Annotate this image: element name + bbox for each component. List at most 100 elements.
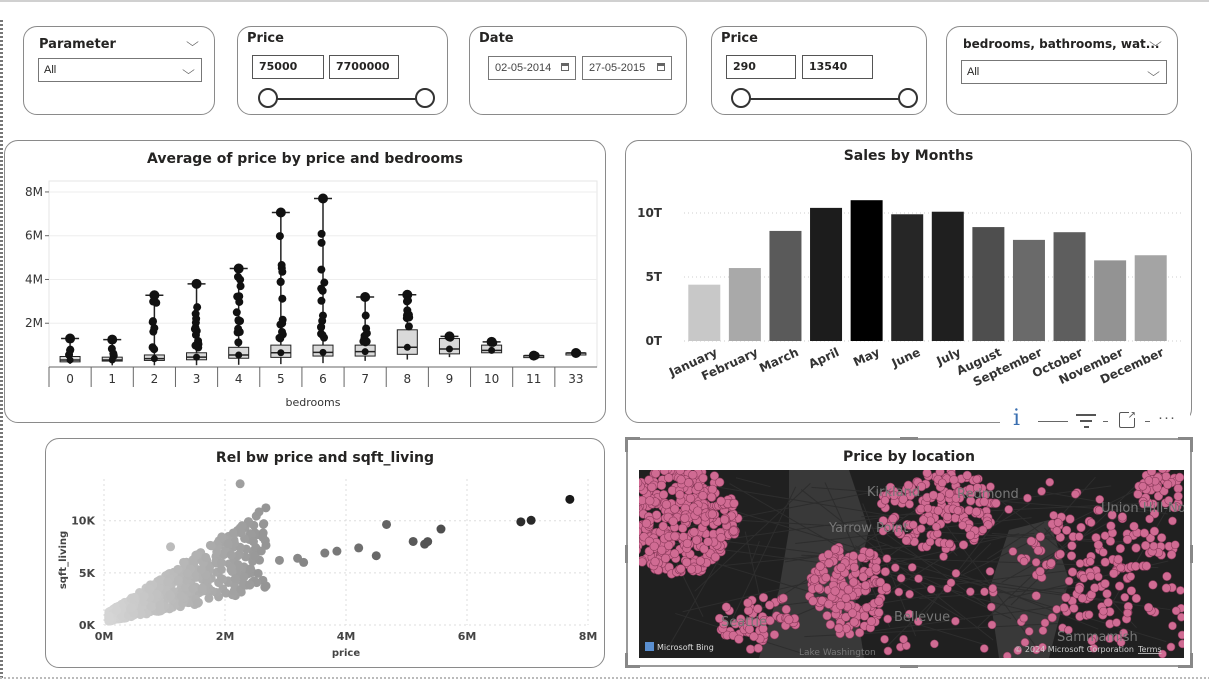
price-max-input[interactable]: 7700000 — [329, 55, 399, 79]
focus-mode-icon[interactable]: ↗ — [1119, 410, 1137, 428]
map-copyright: © 2024 Microsoft Corporation — [1014, 645, 1134, 654]
price-location-point — [939, 552, 948, 561]
price-location-point — [1055, 549, 1065, 559]
price-location-point — [639, 504, 641, 511]
price-location-point — [978, 525, 988, 535]
price-location-point — [1019, 557, 1029, 566]
date-start-input[interactable]: 02-05-2014 — [488, 56, 576, 80]
price-location-point — [1169, 502, 1179, 513]
price-location-point — [991, 498, 1001, 508]
price-location-point — [1131, 593, 1141, 604]
price-location-point — [1084, 610, 1094, 619]
outlier-point — [405, 313, 414, 322]
scatter-point — [243, 517, 253, 527]
filter-icon[interactable] — [1076, 412, 1096, 428]
outlier-point — [66, 346, 75, 355]
scatter-card[interactable]: Rel bw price and sqft_living 0M 2M 4M 6M 8M 0… — [45, 438, 605, 668]
bar — [1012, 239, 1045, 341]
scatter-point — [382, 519, 392, 529]
scatter-point — [104, 611, 114, 621]
resize-handle[interactable] — [900, 665, 918, 668]
scatter-point — [516, 517, 526, 527]
date-end-input[interactable]: 27-05-2015 — [582, 56, 672, 80]
resize-handle[interactable] — [1178, 653, 1193, 668]
price-location-point — [843, 585, 853, 595]
more-options-icon[interactable]: ··· — [1158, 409, 1176, 426]
price-location-point — [933, 505, 943, 516]
resize-handle[interactable] — [625, 653, 640, 668]
parameter-dropdown[interactable]: All ⌵ — [38, 58, 202, 82]
chevron-down-icon[interactable]: ⌵ — [186, 35, 199, 49]
resize-handle[interactable] — [625, 437, 640, 452]
road-line — [735, 477, 771, 488]
scatter-point — [408, 536, 418, 546]
price2-slider-track — [740, 98, 910, 100]
road-line — [1046, 491, 1168, 515]
price-location-point — [703, 537, 713, 547]
price-location-point — [966, 496, 976, 506]
scatter-point — [320, 548, 330, 558]
x-tick-label: 2 — [151, 372, 159, 386]
map-area[interactable]: Kirkland Redmond Yarrow Point Union Hill-No… — [639, 470, 1184, 658]
road-line — [720, 532, 1035, 567]
price-location-point — [874, 596, 884, 606]
price-location-point — [1038, 642, 1047, 652]
price-location-point — [922, 470, 932, 478]
price-location-point — [903, 480, 913, 490]
scatter-point — [230, 574, 240, 584]
price-location-point — [1115, 543, 1125, 554]
road-line — [750, 540, 760, 565]
price-location-point — [878, 516, 888, 526]
resize-handle[interactable] — [900, 437, 918, 440]
bar — [688, 284, 721, 341]
outlier-point — [191, 278, 202, 289]
price-location-point — [706, 492, 717, 502]
price2-min-input[interactable]: 290 — [726, 55, 796, 79]
outlier-point — [109, 349, 118, 358]
price2-slider-min-handle[interactable] — [731, 88, 751, 108]
price-location-point — [930, 639, 939, 649]
calendar-icon[interactable] — [561, 63, 569, 71]
price-location-point — [661, 553, 671, 564]
price-location-point — [670, 531, 680, 541]
map-canvas[interactable]: Kirkland Redmond Yarrow Point Union Hill-No… — [639, 470, 1184, 658]
price-location-point — [1100, 557, 1110, 567]
price2-slider-max-handle[interactable] — [898, 88, 918, 108]
price-location-point — [664, 473, 674, 483]
scatter-point — [260, 582, 270, 592]
chevron-down-icon[interactable]: ⌵ — [1149, 35, 1162, 49]
map-card[interactable]: Price by location Kirkland Redmond Yarrow … — [625, 437, 1193, 668]
mean-point — [235, 351, 243, 359]
price-location-point — [743, 598, 753, 608]
resize-handle[interactable] — [625, 545, 628, 563]
price-location-point — [714, 613, 725, 624]
price2-max-input[interactable]: 13540 — [802, 55, 873, 79]
boxplot-card[interactable]: Average of price by price and bedrooms 8… — [4, 140, 606, 423]
price-slider-min-handle[interactable] — [258, 88, 278, 108]
price-location-point — [1086, 557, 1095, 566]
price-location-point — [928, 490, 939, 500]
price-location-point — [736, 614, 746, 624]
price-location-point — [914, 574, 923, 583]
price-min-input[interactable]: 75000 — [252, 55, 324, 79]
fields-dropdown[interactable]: All ⌵ — [961, 60, 1167, 84]
price-location-point — [955, 486, 965, 497]
scatter-point — [126, 603, 136, 613]
scatter-point — [246, 564, 256, 574]
price-location-point — [861, 580, 871, 591]
price-location-point — [769, 630, 780, 640]
price-location-point — [909, 520, 918, 530]
price-location-point — [979, 644, 989, 653]
resize-handle[interactable] — [1190, 545, 1193, 563]
sales-by-months-card[interactable]: Sales by Months 0T 5T 10T January February Ma… — [625, 140, 1192, 423]
road-line — [700, 483, 904, 519]
calendar-icon[interactable] — [657, 63, 665, 71]
price-slider-max-handle[interactable] — [415, 88, 435, 108]
fields-dropdown-value: All — [967, 66, 980, 78]
price-location-point — [946, 578, 956, 588]
price-location-point — [649, 541, 659, 551]
scatter-point — [253, 568, 263, 578]
resize-handle[interactable] — [1178, 437, 1193, 452]
info-icon[interactable]: i — [1013, 406, 1021, 431]
outlier-point — [278, 267, 287, 276]
